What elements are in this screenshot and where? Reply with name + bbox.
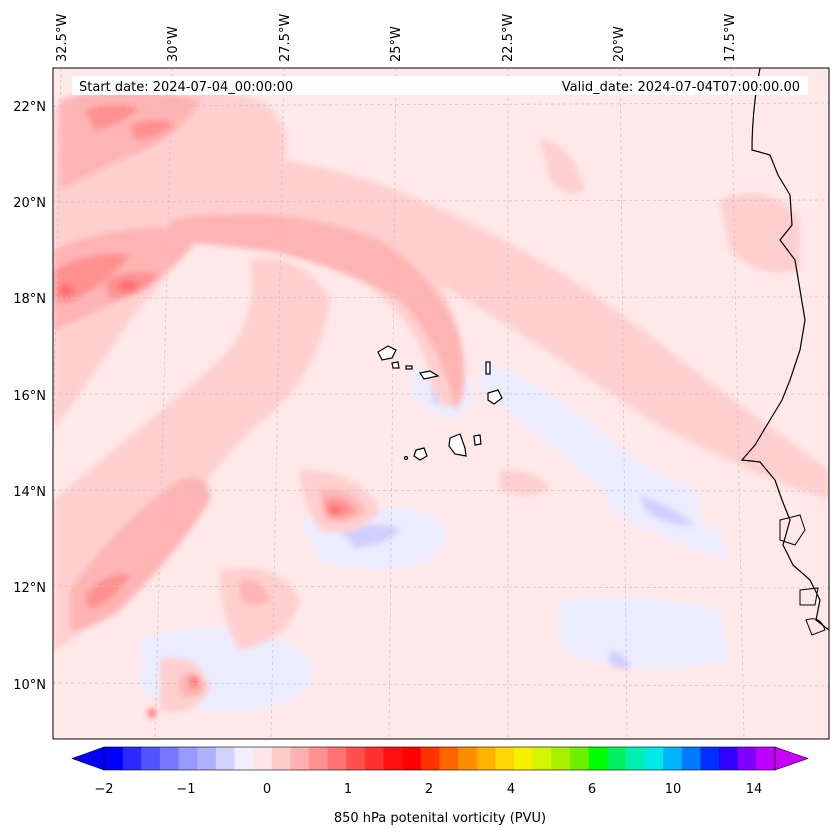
- colorbar-tick-label: 4: [507, 782, 515, 797]
- colorbar-swatch: [644, 747, 664, 770]
- colorbar-swatch: [625, 747, 645, 770]
- map-frame: [52, 67, 830, 740]
- africa-coast-detail: [779, 514, 826, 636]
- colorbar-swatch: [197, 747, 217, 770]
- colorbar-frame: [103, 746, 776, 771]
- colorbar-tick-label: 10: [665, 782, 682, 797]
- colorbar-swatch: [271, 747, 291, 770]
- colorbar-swatch: [569, 747, 590, 770]
- latitude-labels: 22°N 20°N 18°N 16°N 14°N 12°N 10°N: [13, 100, 46, 693]
- colorbar-swatch: [402, 747, 422, 770]
- lat-label: 10°N: [13, 678, 46, 693]
- colorbar-swatch: [159, 747, 179, 770]
- valid-date-label: Valid_date: 2024-07-04T07:00:00.00: [562, 80, 800, 95]
- map-panel: [53, 68, 829, 739]
- colorbar-tick-label: 0: [263, 782, 271, 797]
- colorbar-swatch: [327, 747, 347, 770]
- colorbar-swatch: [476, 747, 496, 770]
- longitude-labels: 32.5°W 30°W 27.5°W 25°W 22.5°W 20°W 17.5…: [55, 14, 738, 62]
- colorbar-ticks: −2 −1 0 1 2 4 6 10 14: [94, 782, 762, 797]
- colorbar-tick-label: −1: [176, 782, 195, 797]
- colorbar-swatch: [364, 747, 384, 770]
- colorbar-swatch: [458, 747, 478, 770]
- peak-positive-pv-cores: [58, 281, 341, 718]
- colorbar-swatch: [253, 747, 273, 770]
- colorbar-label: 850 hPa potenital vorticity (PVU): [334, 811, 546, 826]
- colorbar-extend-low: [71, 746, 105, 771]
- africa-coastline: [740, 68, 829, 631]
- colorbar-swatch: [495, 747, 515, 770]
- lat-label: 14°N: [13, 485, 46, 500]
- colorbar-swatch: [551, 747, 571, 770]
- colorbar-extend-high: [774, 746, 809, 771]
- colorbar-swatch: [104, 747, 124, 770]
- negative-pv-cores: [340, 385, 695, 669]
- colorbar-tick-label: 6: [588, 782, 596, 797]
- date-header-box: [72, 76, 808, 95]
- graticule: [53, 68, 829, 739]
- colorbar-swatch: [607, 747, 627, 770]
- colorbar-tick-label: 1: [344, 782, 352, 797]
- lon-label: 27.5°W: [278, 14, 293, 62]
- lat-label: 16°N: [13, 389, 46, 404]
- colorbar-swatch: [122, 747, 142, 770]
- colorbar-tick-label: 2: [425, 782, 433, 797]
- colorbar-swatch: [756, 747, 776, 770]
- colorbar-swatch: [215, 747, 235, 770]
- cape-verde-islands: [377, 345, 503, 461]
- lon-label: 22.5°W: [501, 14, 516, 62]
- colorbar-swatch: [346, 747, 366, 770]
- colorbar-swatch: [383, 747, 403, 770]
- colorbar-swatch: [309, 747, 329, 770]
- lon-label: 17.5°W: [723, 14, 738, 62]
- lat-label: 12°N: [13, 581, 46, 596]
- colorbar-swatch: [234, 747, 254, 770]
- lon-label: 20°W: [612, 26, 627, 62]
- colorbar-swatch: [514, 747, 534, 770]
- lon-label: 30°W: [166, 26, 181, 62]
- lon-label: 32.5°W: [55, 14, 70, 62]
- colorbar-swatch: [178, 747, 198, 770]
- colorbar-swatch: [588, 747, 608, 770]
- colorbar-swatch: [532, 747, 552, 770]
- colorbar-tick-label: −2: [94, 782, 113, 797]
- colorbar-swatch: [439, 747, 459, 770]
- colorbar-swatch: [141, 747, 161, 770]
- colorbar-swatch: [737, 747, 757, 770]
- start-date-label: Start date: 2024-07-04_00:00:00: [79, 80, 293, 95]
- lat-label: 20°N: [13, 196, 46, 211]
- colorbar-swatch: [663, 747, 683, 770]
- colorbar-swatch: [700, 747, 720, 770]
- colorbar-swatch: [719, 747, 739, 770]
- lon-label: 25°W: [389, 26, 404, 62]
- colorbar-swatch: [681, 747, 701, 770]
- colorbar-swatch: [290, 747, 310, 770]
- colorbar-swatch: [420, 747, 440, 770]
- lat-label: 18°N: [13, 292, 46, 307]
- colorbar: [71, 746, 809, 771]
- lat-label: 22°N: [13, 100, 46, 115]
- colorbar-tick-label: 14: [746, 782, 763, 797]
